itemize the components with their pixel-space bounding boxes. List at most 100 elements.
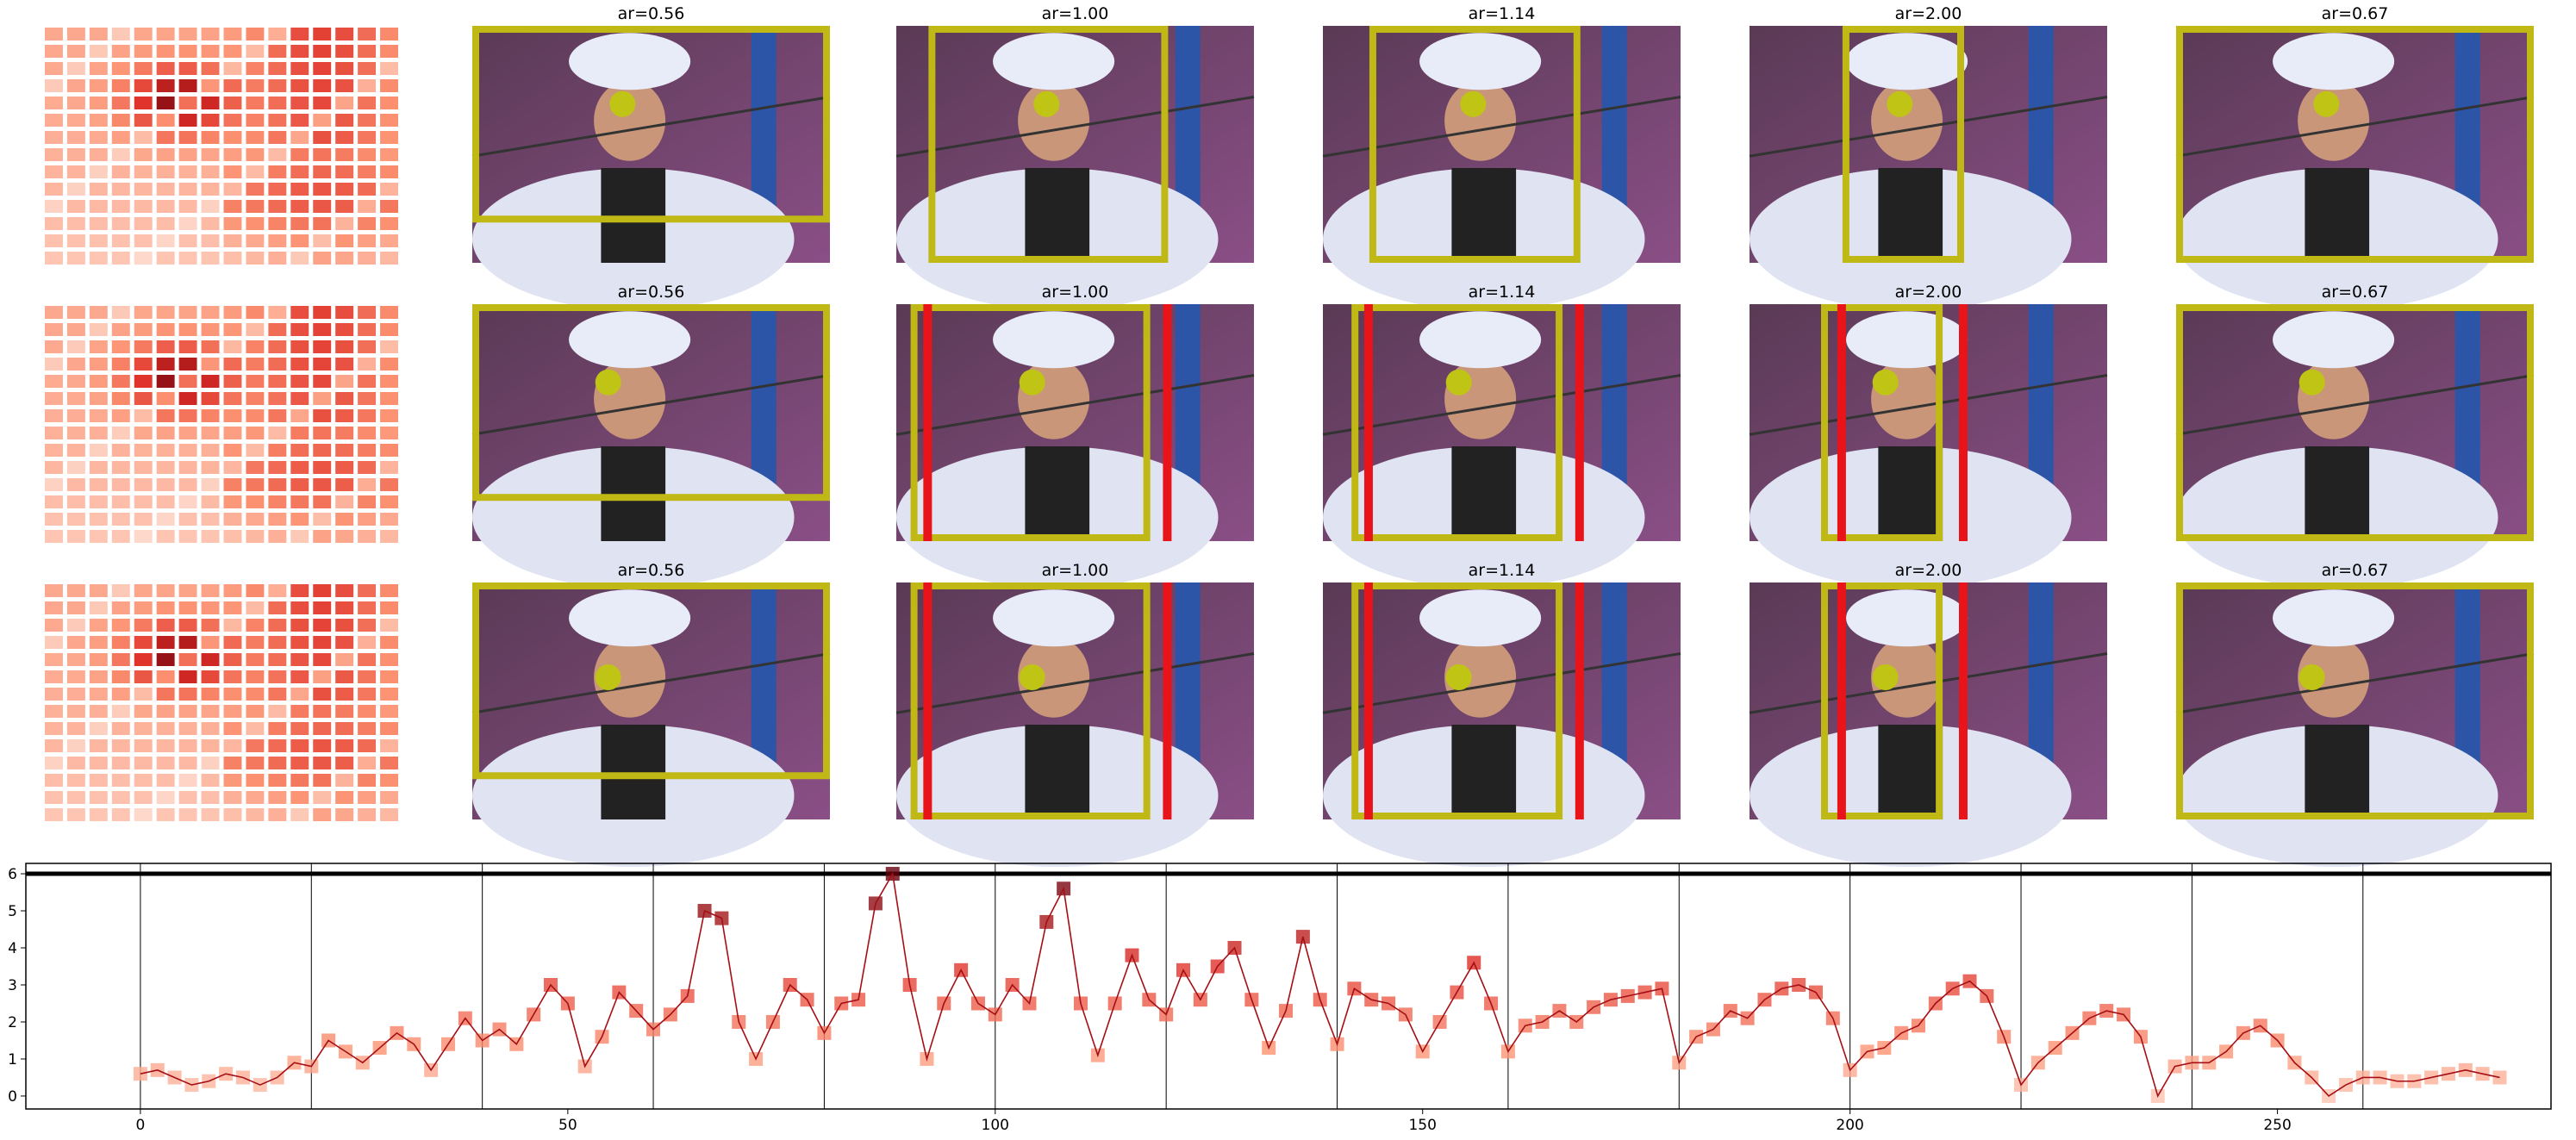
heat-cell <box>156 45 175 58</box>
heat-cell <box>89 340 108 353</box>
heat-cell <box>290 722 309 735</box>
heat-cell <box>134 808 153 821</box>
heat-cell <box>358 601 377 614</box>
heat-cell <box>290 495 309 508</box>
heat-cell <box>45 722 63 735</box>
heat-cell <box>223 392 242 405</box>
heat-cell <box>380 636 398 649</box>
heat-cell <box>380 444 398 457</box>
heat-cell <box>313 200 332 213</box>
heat-cell <box>45 62 63 75</box>
heat-cell <box>290 791 309 804</box>
red-edge <box>923 582 932 819</box>
heat-cell <box>45 358 63 371</box>
heat-cell <box>111 427 130 439</box>
heat-cell <box>201 513 220 526</box>
heat-cell <box>380 28 398 40</box>
heat-cell <box>313 234 332 247</box>
center-dot <box>595 369 621 396</box>
heat-cell <box>66 808 85 821</box>
heat-cell <box>156 530 175 543</box>
heat-cell <box>358 217 377 230</box>
heat-cell <box>223 619 242 632</box>
hat <box>1419 33 1542 90</box>
heat-cell <box>134 584 153 597</box>
heat-cell <box>358 427 377 439</box>
heat-cell <box>111 323 130 336</box>
heat-cell <box>201 97 220 109</box>
heat-cell <box>223 722 242 735</box>
heat-cell <box>201 114 220 127</box>
heat-cell <box>89 705 108 718</box>
heat-cell <box>66 791 85 804</box>
heat-cell <box>313 375 332 388</box>
heat-cell <box>246 495 265 508</box>
heat-cell <box>134 148 153 161</box>
heat-cell <box>335 791 354 804</box>
heat-cell <box>335 653 354 666</box>
heat-cell <box>246 148 265 161</box>
heat-cell <box>178 653 197 666</box>
heat-cell <box>201 306 220 319</box>
heat-cell <box>335 444 354 457</box>
heat-cell <box>380 114 398 127</box>
heat-cell <box>335 722 354 735</box>
photo <box>471 304 831 589</box>
photo <box>2175 304 2535 589</box>
heat-cell <box>201 409 220 422</box>
arrow <box>1322 374 1681 436</box>
heat-cell <box>178 165 197 178</box>
heat-cell <box>358 306 377 319</box>
heat-cell <box>45 513 63 526</box>
photo <box>1749 304 2108 589</box>
heat-cell <box>66 340 85 353</box>
heat-cell <box>313 97 332 109</box>
heat-cell <box>246 584 265 597</box>
face <box>594 637 666 718</box>
heat-cell <box>178 252 197 265</box>
heat-cell <box>290 165 309 178</box>
heat-cell <box>111 45 130 58</box>
heat-cell <box>66 757 85 769</box>
heat-cell <box>156 636 175 649</box>
heat-cell <box>66 530 85 543</box>
panel-title: ar=1.00 <box>1042 283 1109 302</box>
heat-cell <box>201 62 220 75</box>
heat-cell <box>358 183 377 196</box>
heat-cell <box>201 131 220 144</box>
heat-cell <box>358 340 377 353</box>
arrow <box>895 96 1255 158</box>
heat-cell <box>111 97 130 109</box>
heat-cell <box>178 636 197 649</box>
heat-cell <box>156 409 175 422</box>
heat-cell <box>380 601 398 614</box>
heat-cell <box>45 165 63 178</box>
heat-cell <box>156 461 175 474</box>
heat-cell <box>156 306 175 319</box>
heat-cell <box>380 409 398 422</box>
heat-cell <box>156 722 175 735</box>
heat-cell <box>268 148 287 161</box>
heat-cell <box>111 306 130 319</box>
heat-cell <box>223 165 242 178</box>
heat-cell <box>66 62 85 75</box>
heat-cell <box>201 323 220 336</box>
heat-cell <box>89 478 108 491</box>
red-edge <box>1163 304 1172 541</box>
heat-cell <box>201 584 220 597</box>
heat-cell <box>268 217 287 230</box>
heat-cell <box>66 584 85 597</box>
heat-cell <box>358 774 377 787</box>
heat-cell <box>134 217 153 230</box>
heat-cell <box>45 478 63 491</box>
heat-cell <box>134 757 153 769</box>
heat-cell <box>134 375 153 388</box>
heat-cell <box>268 340 287 353</box>
heat-cell <box>134 200 153 213</box>
heat-cell <box>335 530 354 543</box>
heat-cell <box>246 513 265 526</box>
heat-cell <box>335 409 354 422</box>
heat-cell <box>313 28 332 40</box>
heat-cell <box>66 252 85 265</box>
heat-cell <box>66 444 85 457</box>
